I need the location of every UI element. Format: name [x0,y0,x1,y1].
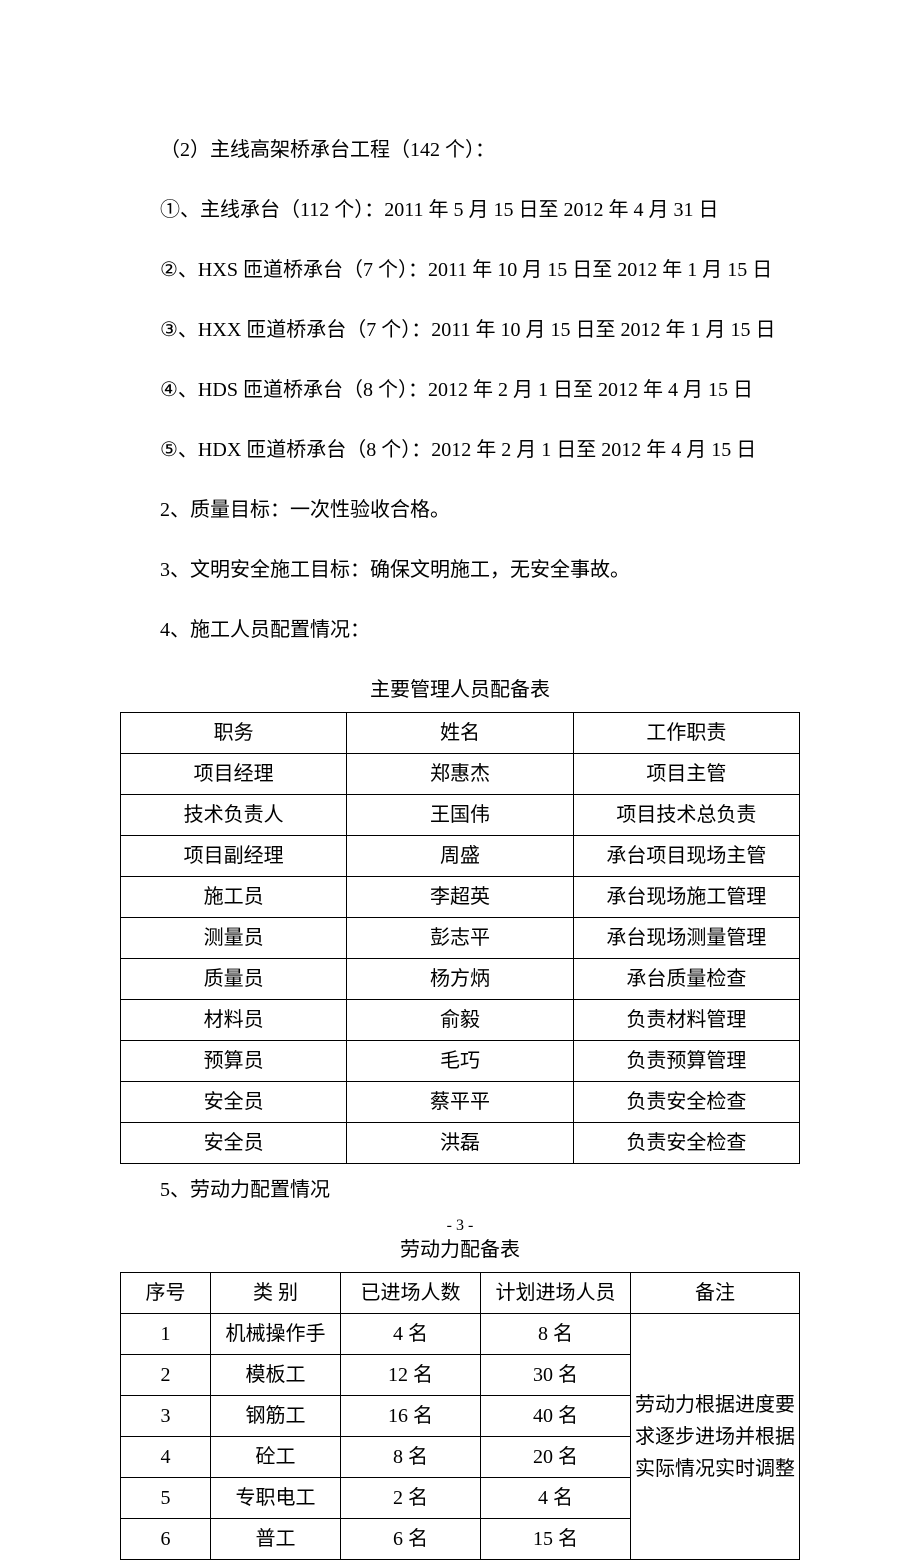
table-cell: 6 名 [341,1519,481,1560]
table-header-cell: 姓名 [347,713,573,754]
table-row: 技术负责人 王国伟 项目技术总负责 [121,795,800,836]
table-cell: 安全员 [121,1082,347,1123]
table-cell: 项目技术总负责 [573,795,799,836]
table-cell: 测量员 [121,918,347,959]
table-cell: 4 名 [341,1314,481,1355]
table-cell: 4 [121,1437,211,1478]
table-row: 项目经理 郑惠杰 项目主管 [121,754,800,795]
table-cell: 项目主管 [573,754,799,795]
table-header-cell: 备注 [631,1273,800,1314]
table-cell: 2 [121,1355,211,1396]
table-cell: 6 [121,1519,211,1560]
paragraph: ②、HXS 匝道桥承台（7 个）：2011 年 10 月 15 日至 2012 … [120,250,800,290]
table-cell: 20 名 [481,1437,631,1478]
table-cell: 承台现场施工管理 [573,877,799,918]
table-cell: 负责安全检查 [573,1123,799,1164]
table-cell: 4 名 [481,1478,631,1519]
table-cell: 郑惠杰 [347,754,573,795]
table-header-cell: 计划进场人员 [481,1273,631,1314]
table-header-cell: 工作职责 [573,713,799,754]
table-cell: 专职电工 [211,1478,341,1519]
paragraph: ③、HXX 匝道桥承台（7 个）：2011 年 10 月 15 日至 2012 … [120,310,800,350]
table-header-row: 职务 姓名 工作职责 [121,713,800,754]
table-cell: 杨方炳 [347,959,573,1000]
table-cell: 机械操作手 [211,1314,341,1355]
table-cell: 技术负责人 [121,795,347,836]
table-cell: 彭志平 [347,918,573,959]
table-cell: 项目副经理 [121,836,347,877]
table-cell: 质量员 [121,959,347,1000]
table-cell: 周盛 [347,836,573,877]
table-cell: 钢筋工 [211,1396,341,1437]
table-cell: 承台现场测量管理 [573,918,799,959]
table-cell: 俞毅 [347,1000,573,1041]
table-cell: 15 名 [481,1519,631,1560]
table-cell: 预算员 [121,1041,347,1082]
table-row: 施工员 李超英 承台现场施工管理 [121,877,800,918]
table-header-cell: 职务 [121,713,347,754]
table-row: 测量员 彭志平 承台现场测量管理 [121,918,800,959]
paragraph: ⑤、HDX 匝道桥承台（8 个）：2012 年 2 月 1 日至 2012 年 … [120,430,800,470]
table-header-cell: 类 别 [211,1273,341,1314]
page-number: - 3 - [0,1210,920,1242]
table-row: 材料员 俞毅 负责材料管理 [121,1000,800,1041]
table-cell: 洪磊 [347,1123,573,1164]
table-row: 安全员 洪磊 负责安全检查 [121,1123,800,1164]
table-cell: 承台质量检查 [573,959,799,1000]
table-cell: 普工 [211,1519,341,1560]
table-row: 安全员 蔡平平 负责安全检查 [121,1082,800,1123]
table-cell: 8 名 [341,1437,481,1478]
table-cell: 王国伟 [347,795,573,836]
table-cell: 3 [121,1396,211,1437]
table-cell: 2 名 [341,1478,481,1519]
table-cell: 材料员 [121,1000,347,1041]
table-caption: 主要管理人员配备表 [120,670,800,710]
paragraph: （2）主线高架桥承台工程（142 个）： [120,130,800,170]
table-note-cell: 劳动力根据进度要求逐步进场并根据实际情况实时调整 [631,1314,800,1560]
table-header-row: 序号 类 别 已进场人数 计划进场人员 备注 [121,1273,800,1314]
table-cell: 12 名 [341,1355,481,1396]
table-row: 质量员 杨方炳 承台质量检查 [121,959,800,1000]
table-cell: 16 名 [341,1396,481,1437]
table-cell: 8 名 [481,1314,631,1355]
table-cell: 毛巧 [347,1041,573,1082]
table-cell: 李超英 [347,877,573,918]
table-cell: 安全员 [121,1123,347,1164]
labor-table: 序号 类 别 已进场人数 计划进场人员 备注 1 机械操作手 4 名 8 名 劳… [120,1272,800,1560]
staff-table: 职务 姓名 工作职责 项目经理 郑惠杰 项目主管 技术负责人 王国伟 项目技术总… [120,712,800,1164]
table-cell: 砼工 [211,1437,341,1478]
paragraph: ①、主线承台（112 个）：2011 年 5 月 15 日至 2012 年 4 … [120,190,800,230]
table-row: 1 机械操作手 4 名 8 名 劳动力根据进度要求逐步进场并根据实际情况实时调整 [121,1314,800,1355]
table-cell: 模板工 [211,1355,341,1396]
table-cell: 5 [121,1478,211,1519]
paragraph: 2、质量目标：一次性验收合格。 [120,490,800,530]
table-cell: 负责预算管理 [573,1041,799,1082]
paragraph: ④、HDS 匝道桥承台（8 个）：2012 年 2 月 1 日至 2012 年 … [120,370,800,410]
paragraph: 5、劳动力配置情况 [120,1170,800,1210]
table-cell: 负责安全检查 [573,1082,799,1123]
table-cell: 30 名 [481,1355,631,1396]
table-row: 项目副经理 周盛 承台项目现场主管 [121,836,800,877]
document-page: （2）主线高架桥承台工程（142 个）： ①、主线承台（112 个）：2011 … [0,0,920,1302]
table-cell: 项目经理 [121,754,347,795]
table-cell: 承台项目现场主管 [573,836,799,877]
table-cell: 1 [121,1314,211,1355]
table-cell: 40 名 [481,1396,631,1437]
table-header-cell: 已进场人数 [341,1273,481,1314]
table-cell: 负责材料管理 [573,1000,799,1041]
table-header-cell: 序号 [121,1273,211,1314]
paragraph: 4、施工人员配置情况： [120,610,800,650]
paragraph: 3、文明安全施工目标：确保文明施工，无安全事故。 [120,550,800,590]
table-row: 预算员 毛巧 负责预算管理 [121,1041,800,1082]
table-cell: 蔡平平 [347,1082,573,1123]
table-cell: 施工员 [121,877,347,918]
